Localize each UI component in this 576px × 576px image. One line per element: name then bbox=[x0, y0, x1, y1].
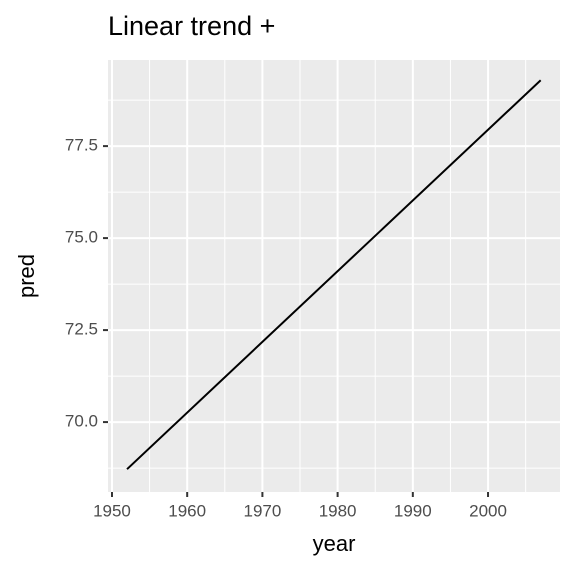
y-tick-label: 75.0 bbox=[65, 228, 98, 247]
x-tick-label: 1990 bbox=[394, 501, 432, 520]
x-tick-label: 1960 bbox=[168, 501, 206, 520]
x-tick-label: 1950 bbox=[93, 501, 131, 520]
y-tick-label: 72.5 bbox=[65, 320, 98, 339]
x-tick-label: 1980 bbox=[319, 501, 357, 520]
x-tick-label: 2000 bbox=[469, 501, 507, 520]
x-axis-label: year bbox=[313, 531, 356, 556]
x-tick-label: 1970 bbox=[243, 501, 281, 520]
y-tick-label: 70.0 bbox=[65, 412, 98, 431]
line-series bbox=[126, 79, 542, 470]
y-axis-label: pred bbox=[14, 254, 39, 298]
y-tick-label: 77.5 bbox=[65, 136, 98, 155]
chart-title: Linear trend + bbox=[108, 11, 275, 41]
